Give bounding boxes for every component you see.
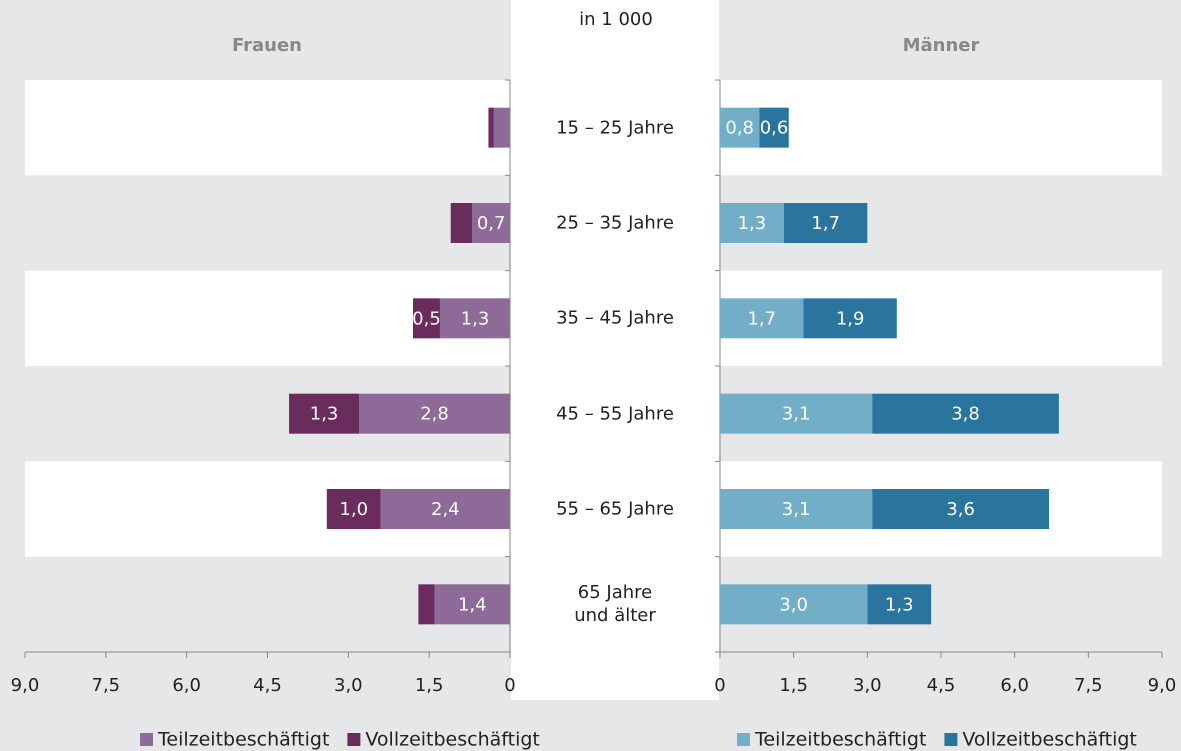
bar [867,584,932,625]
bar [289,393,360,434]
legend-swatch [347,733,361,746]
value-label: 1,3 [461,308,490,329]
value-label: 3,6 [946,499,975,520]
legend-label: Teilzeitbeschäftigt [157,729,329,751]
legend-swatch [944,733,958,746]
bar [759,107,789,148]
value-label: 1,0 [339,499,368,520]
x-tick-label: 6,0 [172,675,201,696]
value-label: 0,7 [477,213,506,234]
bar [488,107,494,148]
value-label: 2,8 [420,404,449,425]
category-label: 25 – 35 Jahre [556,212,674,234]
category-label: 65 Jahre und älter [574,582,656,627]
category-label: 15 – 25 Jahre [556,117,674,139]
panel-title: Frauen [232,35,302,56]
x-tick-label: 3,0 [334,675,363,696]
subtitle: in 1 000 [579,9,653,30]
value-label: 1,3 [310,404,339,425]
legend-swatch [737,733,750,746]
bar [434,584,510,625]
bar [783,203,868,243]
value-label: 1,4 [458,594,487,615]
value-label: 3,1 [782,499,811,520]
bar [720,107,760,148]
value-label: 3,1 [782,404,811,425]
x-tick-label: 0 [714,675,725,696]
row-band [25,80,1162,176]
x-tick-label: 9,0 [11,675,40,696]
bar [450,203,473,243]
bar [720,203,784,243]
value-label: 1,3 [738,213,767,234]
row-band [25,270,1162,366]
bar [326,489,381,529]
x-tick-label: 4,5 [927,675,956,696]
bar [720,298,804,339]
panel-title: Männer [903,35,980,56]
bar [720,489,873,529]
value-label: 1,7 [747,308,776,329]
value-label: 0,5 [412,308,441,329]
x-tick-label: 3,0 [853,675,882,696]
bar [418,584,435,625]
category-label: 45 – 55 Jahre [556,403,674,425]
bar [493,107,510,148]
bar [359,393,510,434]
x-tick-label: 9,0 [1148,675,1177,696]
legend-label: Teilzeitbeschäftigt [754,729,926,751]
bar [872,489,1050,529]
value-label: 3,0 [779,594,808,615]
category-label: 55 – 65 Jahre [556,498,674,520]
legend-swatch [140,733,153,746]
bar [720,584,868,625]
legend-label: Vollzeitbeschäftigt [365,729,539,751]
x-tick-label: 1,5 [779,675,808,696]
value-label: 1,9 [836,308,865,329]
x-tick-label: 1,5 [415,675,444,696]
value-label: 0,6 [760,118,789,139]
x-tick-label: 6,0 [1000,675,1029,696]
legend-label: Vollzeitbeschäftigt [962,729,1136,751]
bar [413,298,440,339]
x-tick-label: 0 [504,675,515,696]
x-tick-label: 7,5 [1074,675,1103,696]
bar [472,203,510,243]
value-label: 1,3 [885,594,914,615]
value-label: 2,4 [431,499,460,520]
bar [439,298,510,339]
value-label: 0,8 [725,118,754,139]
value-label: 3,8 [951,404,980,425]
x-tick-label: 4,5 [253,675,282,696]
category-label: 35 – 45 Jahre [556,307,674,329]
bar [872,393,1059,434]
bar [803,298,897,339]
x-tick-label: 7,5 [92,675,121,696]
value-label: 1,7 [811,213,840,234]
bar [380,489,510,529]
bar [720,393,873,434]
